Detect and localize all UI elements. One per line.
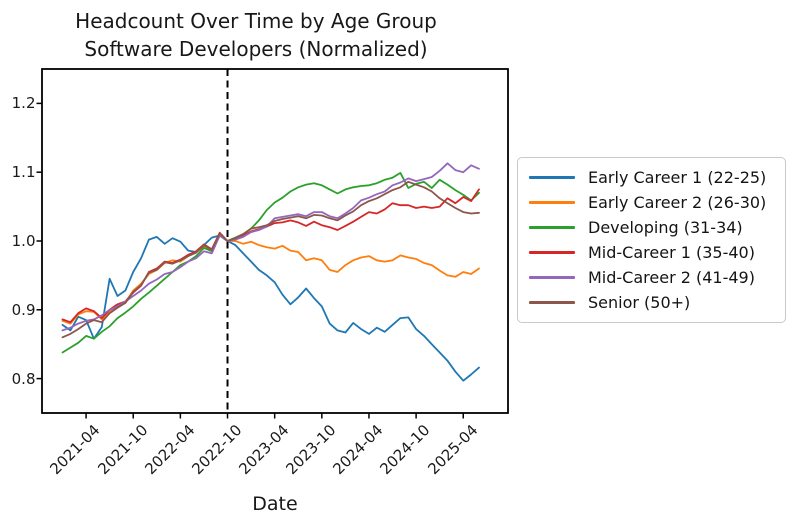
legend-label: Mid-Career 2 (41-49) [588, 268, 755, 287]
legend-swatch-icon [529, 176, 575, 179]
legend-label: Early Career 1 (22-25) [588, 168, 767, 187]
legend-entry-early-career-2-26-30: Early Career 2 (26-30) [529, 190, 774, 215]
legend: Early Career 1 (22-25) Early Career 2 (26… [517, 157, 786, 323]
legend-swatch-icon [529, 226, 575, 229]
legend-entry-mid-career-2-41-49: Mid-Career 2 (41-49) [529, 265, 774, 290]
y-tick-label: 0.9 [11, 300, 36, 319]
chart-title-line2: Software Developers (Normalized) [84, 37, 428, 61]
axes-frame [41, 68, 509, 414]
legend-swatch-icon [529, 276, 575, 279]
legend-swatch-icon [529, 201, 575, 204]
legend-label: Developing (31-34) [588, 218, 743, 237]
legend-label: Mid-Career 1 (35-40) [588, 243, 755, 262]
legend-swatch-icon [529, 301, 575, 304]
x-axis-label: Date [252, 493, 298, 515]
chart-title-line1: Headcount Over Time by Age Group [75, 9, 437, 33]
series-line-mid-career-2-41-49 [61, 162, 480, 332]
legend-label: Senior (50+) [588, 293, 691, 312]
series-line-senior-50 [61, 180, 480, 339]
legend-swatch-icon [529, 251, 575, 254]
series-line-developing-31-34 [61, 171, 480, 354]
series-line-early-career-1-22-25 [61, 234, 480, 382]
legend-entry-early-career-1-22-25: Early Career 1 (22-25) [529, 165, 774, 190]
legend-entry-mid-career-1-35-40: Mid-Career 1 (35-40) [529, 240, 774, 265]
y-tick-label: 1.2 [11, 94, 36, 113]
chart-title: Headcount Over Time by Age Group Softwar… [0, 7, 512, 63]
legend-label: Early Career 2 (26-30) [588, 193, 767, 212]
y-tick-label: 1.1 [11, 163, 36, 182]
y-tick-label: 1.0 [11, 232, 36, 250]
legend-entry-developing-31-34: Developing (31-34) [529, 215, 774, 240]
y-tick-label: 0.8 [11, 369, 36, 388]
legend-entry-senior-50: Senior (50+) [529, 290, 774, 315]
